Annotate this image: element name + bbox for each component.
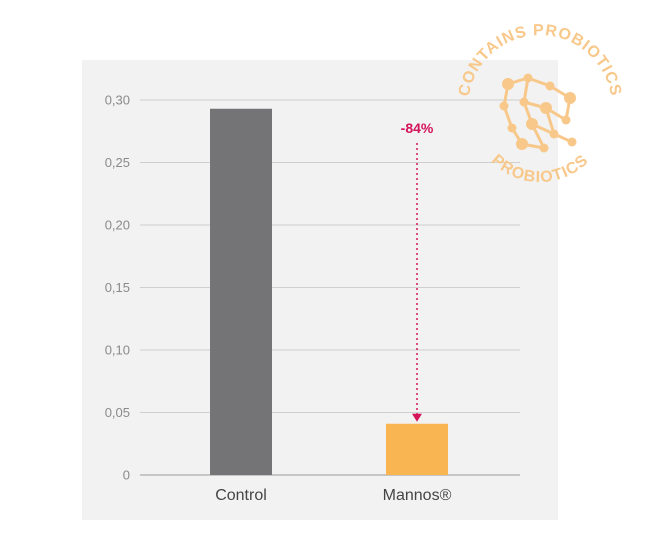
molecule-node — [507, 123, 517, 133]
probiotics-badge-icon: CONTAINS PROBIOTICS PROBIOTICS — [456, 22, 624, 187]
bar-mannos — [386, 423, 448, 475]
molecule-node — [526, 118, 538, 130]
molecule-node — [499, 101, 509, 111]
molecule-node — [539, 143, 549, 153]
y-tick-label: 0,20 — [105, 218, 130, 233]
x-category-label: Mannos® — [383, 487, 452, 504]
bars — [210, 108, 448, 475]
molecule-node — [540, 102, 552, 114]
molecule-node — [523, 73, 533, 83]
y-tick-label: 0,05 — [105, 405, 130, 420]
annotation-arrowhead — [412, 413, 422, 422]
molecule-node — [516, 138, 528, 150]
annotation-label: -84% — [401, 120, 434, 136]
molecule-node — [567, 137, 577, 147]
y-tick-label: 0,25 — [105, 155, 130, 170]
y-axis-ticks: 0 0,05 0,10 0,15 0,20 0,25 0,30 — [105, 93, 130, 483]
molecule-node — [545, 81, 555, 91]
gridlines — [140, 99, 520, 476]
molecule-node — [564, 92, 576, 104]
molecule-node — [519, 97, 529, 107]
y-tick-label: 0,10 — [105, 343, 130, 358]
molecule-icon — [499, 73, 577, 153]
badge-text-bottom: PROBIOTICS — [488, 152, 592, 187]
reduction-annotation: -84% — [401, 120, 434, 422]
x-axis-labels: Control Mannos® — [215, 487, 451, 504]
y-tick-label: 0,30 — [105, 93, 130, 108]
badge-text-top: CONTAINS PROBIOTICS — [456, 22, 624, 98]
molecule-node — [549, 129, 559, 139]
chart-panel — [82, 60, 558, 520]
molecule-node — [561, 115, 571, 125]
molecule-node — [502, 78, 514, 90]
x-category-label: Control — [215, 487, 267, 504]
y-tick-label: 0 — [123, 468, 130, 483]
y-tick-label: 0,15 — [105, 280, 130, 295]
bar-control — [210, 108, 272, 475]
